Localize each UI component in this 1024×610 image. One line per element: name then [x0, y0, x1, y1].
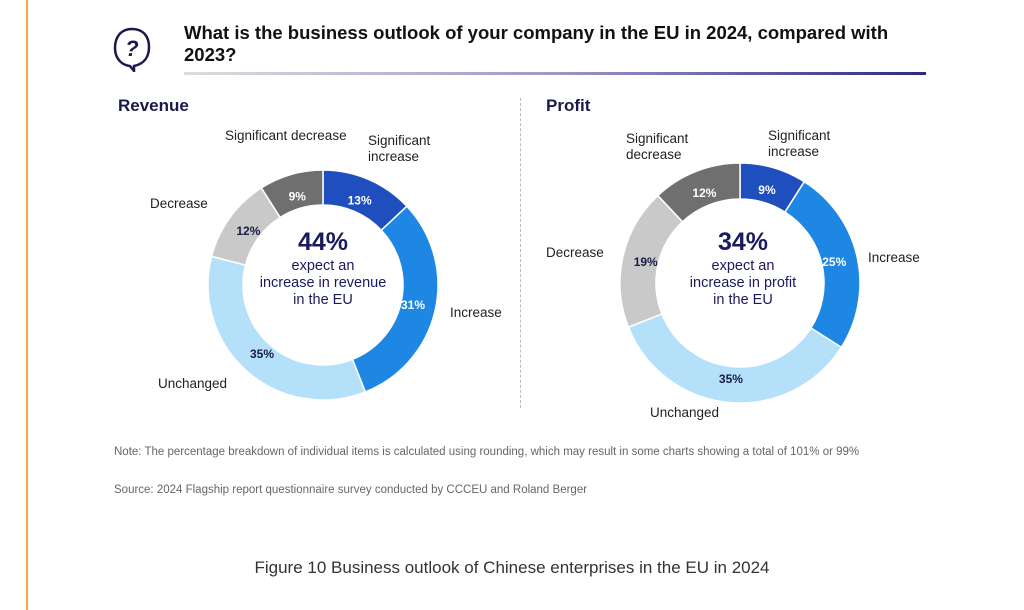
- profit-label-increase: Increase: [868, 250, 920, 265]
- page-border: [26, 0, 28, 610]
- profit-title: Profit: [546, 96, 591, 115]
- revenue-center-line: in the EU: [293, 292, 353, 308]
- revenue-center-value: 44%: [297, 228, 349, 256]
- profit-center-line: expect an: [711, 258, 775, 274]
- donut-slice-unchanged: [627, 312, 843, 404]
- revenue-label-significant-decrease: Significant decrease: [225, 128, 347, 143]
- revenue-label-decrease: Decrease: [150, 196, 208, 211]
- data-label-decrease: 19%: [634, 255, 658, 269]
- profit-center-line: in the EU: [713, 292, 773, 308]
- data-label-significant-decrease: 9%: [289, 189, 307, 203]
- data-label-increase: 31%: [401, 298, 425, 312]
- data-label-significant-decrease: 12%: [692, 186, 716, 200]
- profit-label-significant-decrease: Significant decrease: [626, 131, 689, 162]
- profit-center-value: 34%: [717, 228, 769, 256]
- revenue-label-increase: Increase: [450, 305, 502, 320]
- profit-center-text: 34% expect an increase in profit in the …: [658, 226, 828, 309]
- profit-label-significant-increase: Significant increase: [768, 128, 831, 159]
- figure-caption: Figure 10 Business outlook of Chinese en…: [254, 558, 770, 577]
- data-label-unchanged: 35%: [719, 372, 743, 386]
- data-label-unchanged: 35%: [250, 347, 274, 361]
- chart-question-title: What is the business outlook of your com…: [184, 22, 889, 65]
- revenue-label-unchanged: Unchanged: [158, 376, 228, 391]
- chart-source: Source: 2024 Flagship report questionnai…: [114, 484, 588, 496]
- donut-slice-significant-decrease: [656, 162, 741, 223]
- data-label-decrease: 12%: [236, 224, 260, 238]
- svg-text:?: ?: [125, 36, 138, 61]
- data-label-increase: 25%: [822, 255, 846, 269]
- donut-slice-unchanged: [207, 255, 367, 401]
- profit-label-decrease: Decrease: [546, 245, 604, 260]
- question-icon: ?: [113, 27, 151, 72]
- data-label-significant-increase: 13%: [348, 193, 372, 207]
- profit-center-line: increase in profit: [689, 275, 797, 291]
- revenue-title: Revenue: [118, 96, 189, 115]
- title-rule: [184, 72, 926, 75]
- data-label-significant-increase: 9%: [758, 183, 776, 197]
- revenue-center-line: increase in revenue: [259, 275, 387, 291]
- donut-slice-increase: [351, 205, 439, 393]
- donut-slice-significant-decrease: [260, 169, 324, 219]
- revenue-center-line: expect an: [291, 258, 355, 274]
- chart-note: Note: The percentage breakdown of indivi…: [114, 446, 860, 458]
- revenue-label-significant-increase: Significant increase: [368, 133, 431, 164]
- profit-label-unchanged: Unchanged: [650, 405, 720, 420]
- revenue-center-text: 44% expect an increase in revenue in the…: [238, 226, 408, 309]
- chart-divider: [520, 98, 521, 408]
